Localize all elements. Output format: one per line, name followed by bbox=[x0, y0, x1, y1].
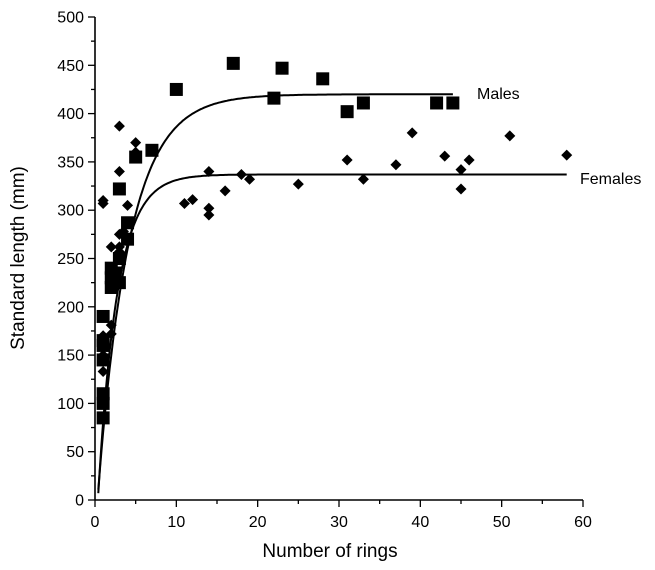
females-point bbox=[341, 154, 353, 166]
females-point bbox=[390, 159, 402, 171]
y-tick-label: 300 bbox=[57, 203, 84, 220]
males-point bbox=[169, 82, 183, 96]
y-tick-label: 150 bbox=[57, 348, 84, 365]
males-point bbox=[356, 96, 370, 110]
x-tick-label: 20 bbox=[249, 514, 267, 531]
y-axis-title: Standard length (mm) bbox=[8, 166, 29, 350]
females-point bbox=[97, 341, 109, 353]
females-point bbox=[504, 130, 516, 142]
females-point bbox=[203, 209, 215, 221]
females-point bbox=[105, 241, 117, 253]
x-tick-label: 0 bbox=[91, 514, 100, 531]
males-point bbox=[96, 309, 110, 323]
females-point bbox=[109, 270, 121, 282]
females-point bbox=[113, 120, 125, 132]
males-point bbox=[112, 182, 126, 196]
males-point bbox=[112, 252, 126, 265]
females-point bbox=[455, 183, 467, 195]
x-tick-label: 10 bbox=[167, 514, 185, 531]
females-point bbox=[97, 366, 109, 378]
males-point bbox=[267, 91, 281, 105]
y-tick-label: 250 bbox=[57, 251, 84, 268]
females-point bbox=[455, 164, 467, 176]
plot-area bbox=[96, 56, 573, 494]
females-point bbox=[130, 146, 142, 158]
females-point bbox=[219, 185, 231, 197]
females-point bbox=[292, 178, 304, 190]
females-point bbox=[97, 349, 109, 361]
females-point bbox=[97, 330, 109, 342]
x-tick-label: 60 bbox=[574, 514, 592, 531]
y-tick-label: 350 bbox=[57, 154, 84, 171]
males-point bbox=[226, 56, 240, 70]
females-point bbox=[463, 154, 475, 166]
males-point bbox=[96, 387, 110, 401]
females-point bbox=[187, 194, 199, 206]
females-point bbox=[113, 166, 125, 178]
y-tick-label: 400 bbox=[57, 106, 84, 123]
y-tick-label: 0 bbox=[75, 493, 84, 510]
females-point bbox=[203, 202, 215, 214]
y-tick-label: 200 bbox=[57, 299, 84, 316]
females-point bbox=[357, 173, 369, 185]
females-point bbox=[178, 197, 190, 209]
females-point bbox=[244, 173, 256, 185]
females-fit-curve bbox=[97, 173, 567, 494]
females-point bbox=[122, 199, 134, 211]
females-point bbox=[406, 127, 418, 139]
males-point bbox=[275, 61, 289, 75]
females-point bbox=[203, 166, 215, 178]
males-point bbox=[121, 216, 135, 230]
males-point bbox=[316, 72, 330, 86]
y-tick-label: 50 bbox=[66, 444, 84, 461]
y-tick-label: 500 bbox=[57, 10, 84, 27]
x-tick-label: 30 bbox=[330, 514, 348, 531]
axes: 0 50 100 150 200 250 300 350 400 450 500 0 10 20 30 40 5… bbox=[57, 10, 592, 532]
males-point bbox=[430, 96, 444, 110]
females-point bbox=[130, 137, 142, 149]
males-point bbox=[96, 411, 110, 425]
y-tick-label: 100 bbox=[57, 396, 84, 413]
females-point bbox=[105, 319, 117, 331]
males-point bbox=[145, 143, 159, 157]
females-point bbox=[235, 168, 247, 180]
x-tick-label: 40 bbox=[411, 514, 429, 531]
males-point bbox=[340, 105, 354, 119]
females-curve-label: Females bbox=[580, 171, 641, 188]
y-tick-label: 450 bbox=[57, 58, 84, 75]
males-curve-label: Males bbox=[477, 86, 520, 103]
females-point bbox=[117, 225, 129, 237]
females-point bbox=[97, 197, 109, 209]
x-axis-title: Number of rings bbox=[262, 541, 397, 562]
females-point bbox=[561, 149, 573, 161]
males-point bbox=[446, 96, 460, 110]
females-point bbox=[439, 150, 451, 162]
females-point bbox=[105, 328, 117, 340]
females-point bbox=[113, 246, 125, 258]
x-tick-label: 50 bbox=[493, 514, 511, 531]
